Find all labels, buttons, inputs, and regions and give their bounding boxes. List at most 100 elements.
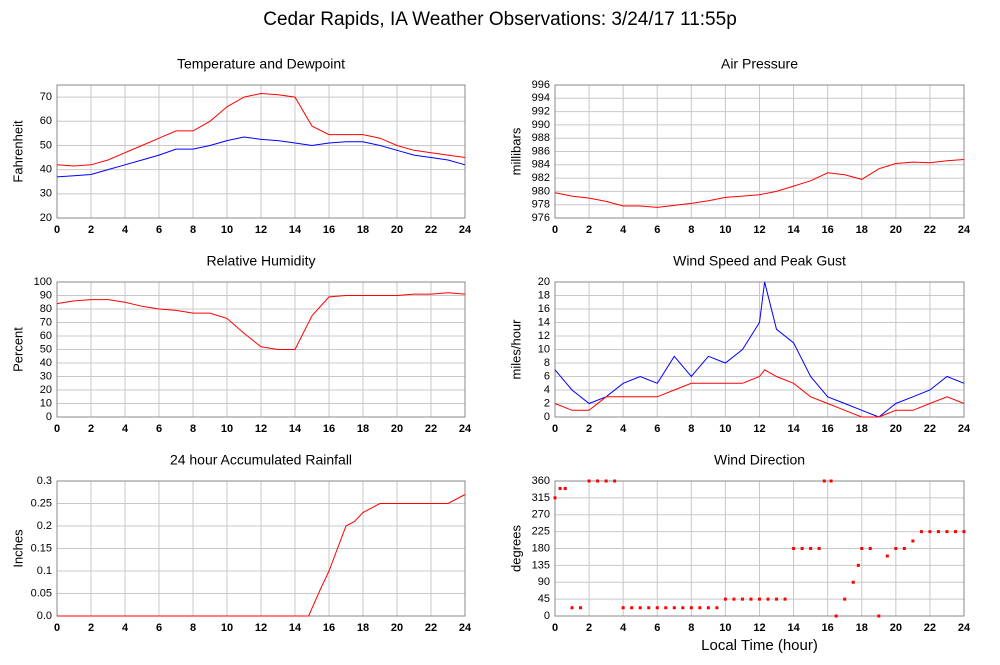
x-tick-label: 2 <box>88 423 94 435</box>
x-tick-label: 8 <box>190 622 196 634</box>
y-tick-label: 60 <box>40 330 52 342</box>
x-tick-label: 14 <box>787 224 800 236</box>
y-tick-label: 50 <box>40 139 52 151</box>
y-tick-label: 976 <box>532 212 550 224</box>
x-tick-label: 4 <box>122 622 129 634</box>
y-tick-label: 135 <box>532 559 550 571</box>
data-point <box>800 547 804 550</box>
chart-title: Relative Humidity <box>207 253 316 269</box>
x-tick-label: 24 <box>958 224 971 236</box>
chart-title: Temperature and Dewpoint <box>177 56 345 72</box>
y-tick-label: 4 <box>544 384 550 396</box>
y-tick-label: 16 <box>538 303 550 315</box>
x-tick-label: 6 <box>156 622 162 634</box>
y-tick-label: 0.2 <box>37 520 52 532</box>
x-tick-label: 16 <box>323 622 335 634</box>
y-tick-label: 984 <box>532 159 550 171</box>
data-point <box>740 597 744 601</box>
figure-title: Cedar Rapids, IA Weather Observations: 3… <box>263 9 737 30</box>
y-tick-label: 20 <box>40 212 52 224</box>
x-tick-label: 8 <box>688 224 694 236</box>
x-tick-label: 20 <box>890 622 902 634</box>
x-tick-label: 6 <box>654 224 660 236</box>
data-point <box>749 597 753 601</box>
data-point <box>945 530 949 534</box>
x-tick-label: 12 <box>753 423 765 435</box>
x-tick-label: 20 <box>391 224 403 236</box>
x-tick-label: 16 <box>822 224 834 236</box>
y-tick-label: 30 <box>40 370 52 382</box>
y-tick-label: 990 <box>532 119 550 131</box>
plot-frame <box>56 84 466 219</box>
x-tick-label: 24 <box>459 622 472 634</box>
data-point <box>809 547 813 550</box>
y-axis-label: miles/hour <box>508 319 523 380</box>
data-point <box>613 479 617 483</box>
chart-title: Wind Direction <box>714 452 805 468</box>
data-point <box>732 597 736 601</box>
data-point <box>834 614 838 618</box>
y-tick-label: 100 <box>34 276 52 288</box>
y-tick-label: 180 <box>532 542 550 554</box>
data-line <box>554 281 965 418</box>
chart-title: Wind Speed and Peak Gust <box>673 253 846 269</box>
data-point <box>553 496 557 500</box>
y-tick-label: 60 <box>40 115 52 127</box>
y-tick-label: 978 <box>532 199 550 211</box>
x-tick-label: 22 <box>924 224 936 236</box>
data-point <box>698 606 702 610</box>
data-point <box>630 606 634 610</box>
data-point <box>962 530 966 534</box>
x-tick-label: 20 <box>890 224 902 236</box>
y-tick-label: 18 <box>538 289 550 301</box>
data-point <box>664 606 668 610</box>
x-tick-label: 18 <box>856 423 868 435</box>
x-tick-label: 6 <box>156 423 162 435</box>
x-tick-label: 16 <box>323 224 335 236</box>
y-tick-label: 986 <box>532 145 550 157</box>
x-tick-label: 2 <box>586 224 592 236</box>
data-point <box>783 597 787 601</box>
data-point <box>792 547 796 550</box>
data-point <box>936 530 940 534</box>
data-point <box>877 614 881 618</box>
x-tick-label: 4 <box>122 423 129 435</box>
chart-title: Air Pressure <box>721 56 798 72</box>
y-tick-label: 70 <box>40 91 52 103</box>
x-tick-label: 18 <box>357 224 369 236</box>
data-point <box>953 530 957 534</box>
data-point <box>689 606 693 610</box>
data-point <box>596 479 600 483</box>
plot-frame <box>554 281 965 418</box>
data-point <box>856 563 860 567</box>
x-tick-label: 2 <box>88 224 94 236</box>
x-tick-label: 10 <box>719 423 731 435</box>
x-tick-label: 4 <box>620 224 627 236</box>
data-point <box>563 487 567 490</box>
data-point <box>902 547 906 550</box>
x-tick-label: 0 <box>54 423 60 435</box>
data-point <box>681 606 685 610</box>
data-point <box>822 479 826 483</box>
x-tick-label: 12 <box>753 622 765 634</box>
data-point <box>911 539 915 543</box>
x-tick-label: 12 <box>255 622 267 634</box>
x-tick-label: 24 <box>459 224 472 236</box>
x-tick-label: 14 <box>787 622 800 634</box>
x-tick-label: 14 <box>289 423 302 435</box>
x-tick-label: 20 <box>391 622 403 634</box>
x-tick-label: 18 <box>357 622 369 634</box>
y-tick-label: 315 <box>532 492 550 504</box>
data-point <box>851 580 855 584</box>
x-tick-label: 20 <box>890 423 902 435</box>
data-line <box>57 494 466 617</box>
x-tick-label: 2 <box>586 423 592 435</box>
x-tick-label: 14 <box>289 224 302 236</box>
x-tick-label: 0 <box>54 224 60 236</box>
y-tick-label: 270 <box>532 509 550 521</box>
y-axis-label: Fahrenheit <box>10 120 25 183</box>
data-point <box>817 547 821 550</box>
data-point <box>715 606 719 610</box>
x-tick-label: 16 <box>822 622 834 634</box>
x-tick-label: 12 <box>255 423 267 435</box>
